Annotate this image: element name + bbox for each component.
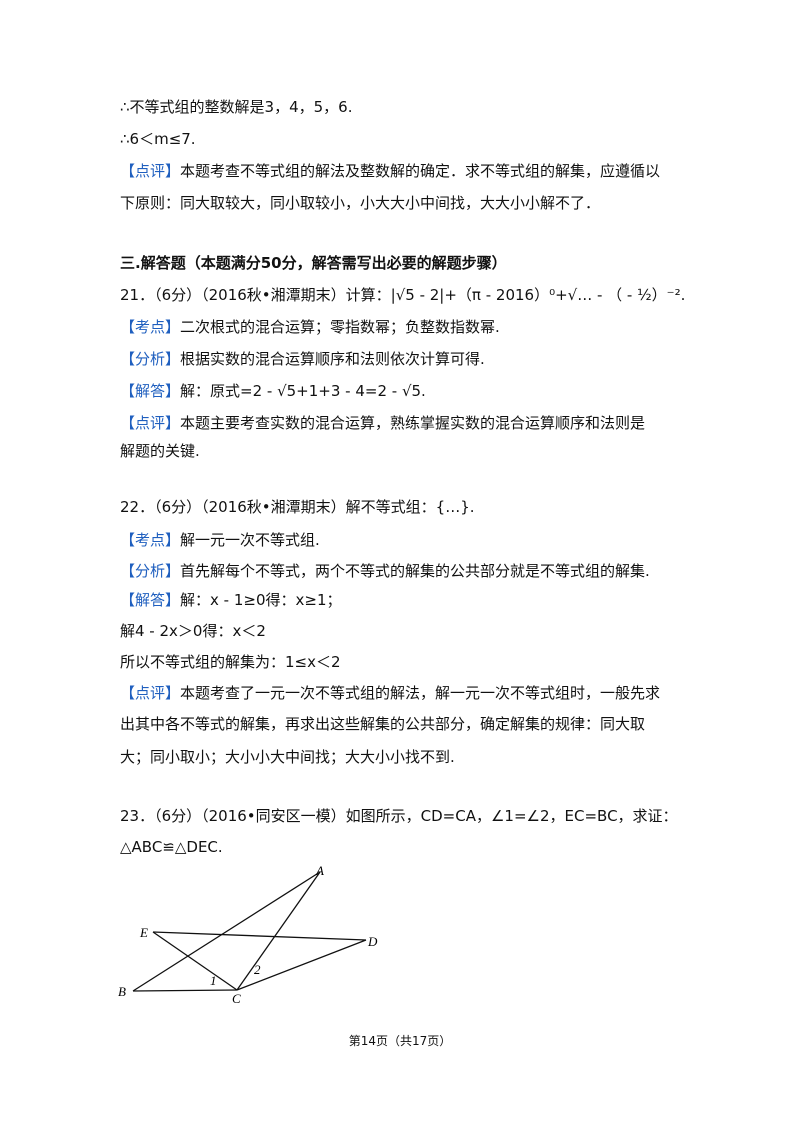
text-line: 【考点】解一元一次不等式组.	[120, 530, 320, 550]
text-line: 21．（6分）（2016秋•湘潭期末）计算：|√5 - 2|+（π - 2016…	[120, 285, 685, 305]
point-label: D	[367, 934, 378, 949]
section-tag: 【考点】	[120, 531, 181, 549]
point-label: C	[232, 991, 241, 1006]
footer: 第14页（共17页）	[348, 1034, 452, 1048]
text-line: 解4 - 2x＞0得：x＜2	[120, 621, 266, 641]
section-tag: 【分析】	[120, 350, 181, 368]
line-text: ∴不等式组的整数解是3，4，5，6.	[120, 98, 353, 116]
point-label: B	[118, 984, 126, 999]
text-line: △ABC≌△DEC.	[120, 837, 223, 857]
point-label: E	[139, 925, 148, 940]
text-line: 解题的关键.	[120, 441, 200, 461]
line-text: 三.解答题（本题满分50分，解答需写出必要的解题步骤）	[120, 254, 507, 272]
point-label: A	[315, 863, 324, 878]
section-tag: 【考点】	[120, 318, 181, 336]
text-line: 【分析】首先解每个不等式，两个不等式的解集的公共部分就是不等式组的解集.	[120, 561, 650, 581]
line-text: 首先解每个不等式，两个不等式的解集的公共部分就是不等式组的解集.	[180, 562, 650, 580]
line-text: 解：原式=2 - √5+1+3 - 4=2 - √5.	[180, 382, 426, 400]
text-line: 【解答】解：原式=2 - √5+1+3 - 4=2 - √5.	[120, 381, 426, 401]
text-line: 出其中各不等式的解集，再求出这些解集的公共部分，确定解集的规律：同大取	[120, 714, 645, 734]
text-line: 【分析】根据实数的混合运算顺序和法则依次计算可得.	[120, 349, 485, 369]
text-line: 所以不等式组的解集为：1≤x＜2	[120, 652, 341, 672]
text-line: 【解答】解：x - 1≥0得：x≥1；	[120, 590, 342, 610]
line-text: 解：x - 1≥0得：x≥1；	[180, 591, 342, 609]
line-text: 本题考查不等式组的解法及整数解的确定．求不等式组的解集，应遵循以	[180, 162, 661, 180]
section-tag: 【分析】	[120, 562, 181, 580]
line-text: △ABC≌△DEC.	[120, 838, 223, 856]
section-tag: 【点评】	[120, 414, 181, 432]
line-text: 二次根式的混合运算；零指数幂；负整数指数幂.	[180, 318, 500, 336]
text-line: 【点评】本题考查了一元一次不等式组的解法，解一元一次不等式组时，一般先求	[120, 683, 660, 703]
text-line: ∴6＜m≤7.	[120, 129, 196, 149]
section-tag: 【点评】	[120, 684, 181, 702]
section-tag: 【解答】	[120, 382, 181, 400]
text-line: 大；同小取小；大小小大中间找；大大小小找不到.	[120, 747, 455, 767]
line-text: 22．（6分）（2016秋•湘潭期末）解不等式组：{…}.	[120, 498, 475, 516]
text-line: ∴不等式组的整数解是3，4，5，6.	[120, 97, 353, 117]
line-text: 解一元一次不等式组.	[180, 531, 320, 549]
line-text: 大；同小取小；大小小大中间找；大大小小找不到.	[120, 748, 455, 766]
line-text: 出其中各不等式的解集，再求出这些解集的公共部分，确定解集的规律：同大取	[120, 715, 646, 733]
text-line: 【点评】本题考查不等式组的解法及整数解的确定．求不等式组的解集，应遵循以	[120, 161, 660, 181]
line-text: 解题的关键.	[120, 442, 200, 460]
text-line: 23．（6分）（2016•同安区一模）如图所示，CD=CA，∠1=∠2，EC=B…	[120, 806, 678, 826]
section-tag: 【解答】	[120, 591, 181, 609]
text-line: 下原则：同大取较大，同小取较小，小大大小中间找，大大小小解不了．	[120, 193, 600, 213]
text-line: 三.解答题（本题满分50分，解答需写出必要的解题步骤）	[120, 253, 507, 273]
angle-label: 2	[254, 962, 261, 977]
line-text: 23．（6分）（2016•同安区一模）如图所示，CD=CA，∠1=∠2，EC=B…	[120, 807, 678, 825]
line-text: ∴6＜m≤7.	[120, 130, 196, 148]
line-text: 下原则：同大取较大，同小取较小，小大大小中间找，大大小小解不了．	[120, 194, 601, 212]
text-line: 22．（6分）（2016秋•湘潭期末）解不等式组：{…}.	[120, 497, 475, 517]
text-line: 【考点】二次根式的混合运算；零指数幂；负整数指数幂.	[120, 317, 500, 337]
line-text: 所以不等式组的解集为：1≤x＜2	[120, 653, 341, 671]
section-tag: 【点评】	[120, 162, 181, 180]
line-text: 解4 - 2x＞0得：x＜2	[120, 622, 266, 640]
line-text: 21．（6分）（2016秋•湘潭期末）计算：|√5 - 2|+（π - 2016…	[120, 286, 686, 304]
angle-label: 1	[210, 973, 217, 988]
line-text: 本题主要考查实数的混合运算，熟练掌握实数的混合运算顺序和法则是	[180, 414, 646, 432]
text-line: 【点评】本题主要考查实数的混合运算，熟练掌握实数的混合运算顺序和法则是	[120, 413, 645, 433]
line-text: 根据实数的混合运算顺序和法则依次计算可得.	[180, 350, 485, 368]
line-text: 本题考查了一元一次不等式组的解法，解一元一次不等式组时，一般先求	[180, 684, 661, 702]
